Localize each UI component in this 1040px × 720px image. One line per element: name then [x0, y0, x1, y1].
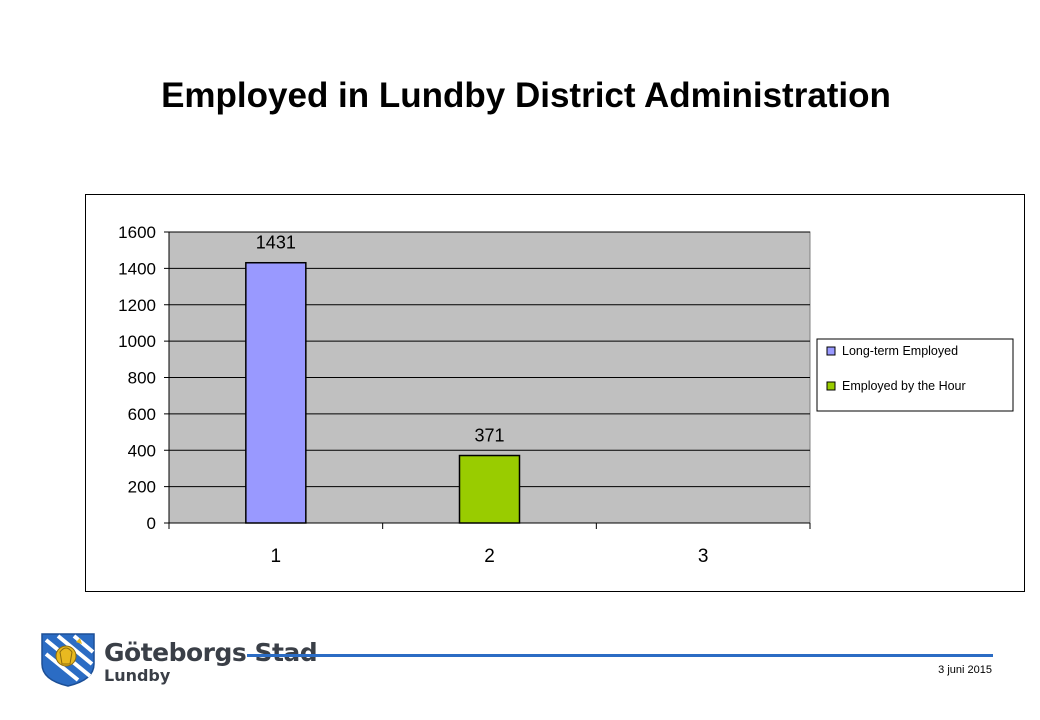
legend-box: [816, 338, 1014, 412]
bar-employed-by-the-hour: [458, 454, 521, 524]
legend-label: Employed by the Hour: [842, 379, 966, 393]
chart-frame: 0 200 400 600 800 1000 1200 1400 1600 1 2 3 1431 371 L…: [85, 194, 1025, 592]
y-tick-label: 600: [128, 405, 156, 424]
y-tick-label: 1200: [118, 296, 156, 315]
y-tick-label: 1000: [118, 332, 156, 351]
y-tick-label: 800: [128, 369, 156, 388]
bar-long-term-employed: [245, 261, 307, 524]
goteborg-lion-crest-icon: [41, 633, 95, 687]
y-tick-label: 200: [128, 478, 156, 497]
footer-date: 3 juni 2015: [938, 664, 992, 676]
x-tick-label: 3: [698, 546, 709, 567]
y-tick-label: 1600: [118, 223, 156, 242]
bar-chart: 0 200 400 600 800 1000 1200 1400 1600 1 2 3 1431 371 L…: [118, 223, 1014, 567]
logo-name: Göteborgs Stad: [104, 638, 318, 667]
logo-subtitle: Lundby: [104, 666, 171, 685]
footer-divider: [247, 654, 993, 657]
data-label: 371: [474, 426, 504, 446]
slide-title: Employed in Lundby District Administrati…: [161, 76, 891, 115]
legend-label: Long-term Employed: [842, 344, 958, 358]
x-tick-label: 1: [271, 546, 282, 567]
goteborgs-stad-logo: Göteborgs Stad Lundby: [38, 630, 318, 688]
x-tick-label: 2: [484, 546, 495, 567]
legend-swatch: [826, 381, 836, 391]
y-tick-label: 1400: [118, 259, 156, 278]
legend-swatch: [826, 346, 836, 356]
y-tick-label: 0: [147, 514, 156, 533]
data-label: 1431: [256, 233, 296, 253]
y-tick-label: 400: [128, 441, 156, 460]
